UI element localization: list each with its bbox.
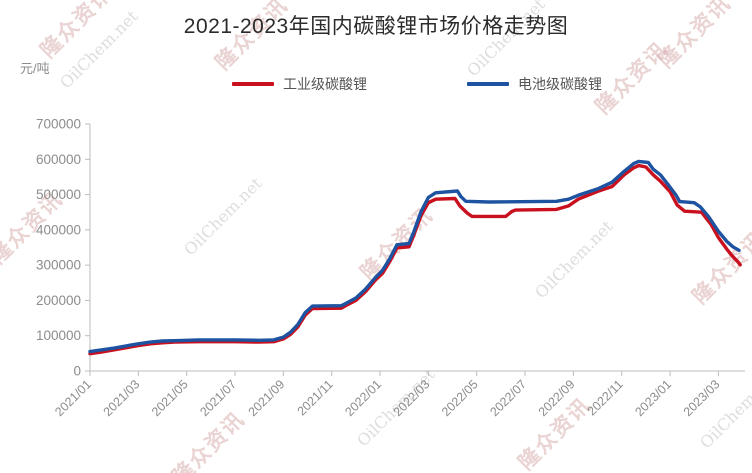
battery-series-line <box>88 159 741 354</box>
y-tick-label: 100000 <box>36 328 81 343</box>
industrial-line-swatch-icon <box>232 82 274 86</box>
y-tick-label: 500000 <box>36 187 81 202</box>
industrial-series-line <box>88 163 742 356</box>
y-tick-label: 0 <box>73 364 81 379</box>
legend-item-battery[interactable]: 电池级碳酸锂 <box>467 74 602 94</box>
x-tick-label: 2022/05 <box>439 377 481 419</box>
x-tick-label: 2022/01 <box>342 377 384 419</box>
chart-title: 2021-2023年国内碳酸锂市场价格走势图 <box>183 15 569 38</box>
y-tick-label: 300000 <box>36 258 81 273</box>
x-tick-label: 2023/03 <box>681 377 723 419</box>
x-tick-label: 2021/09 <box>246 377 288 419</box>
y-tick-label: 400000 <box>36 222 81 237</box>
x-tick-label: 2021/05 <box>149 377 191 419</box>
x-tick-label: 2022/09 <box>536 377 578 419</box>
y-tick-label: 200000 <box>36 293 81 308</box>
y-axis-unit-label: 元/吨 <box>20 61 50 76</box>
legend-item-industrial[interactable]: 工业级碳酸锂 <box>232 74 367 94</box>
chart-legend: 工业级碳酸锂 电池级碳酸锂 <box>232 74 602 94</box>
legend-label-industrial: 工业级碳酸锂 <box>283 76 367 92</box>
x-tick-label: 2021/07 <box>197 377 239 419</box>
x-tick-label: 2022/11 <box>585 377 626 418</box>
x-tick-label: 2021/01 <box>52 377 94 419</box>
x-tick-label: 2022/07 <box>487 377 529 419</box>
x-tick-label: 2021/03 <box>101 377 143 419</box>
y-tick-label: 600000 <box>36 152 81 167</box>
x-tick-label: 2021/11 <box>295 377 336 418</box>
x-tick-label: 2022/03 <box>391 377 433 419</box>
y-tick-label: 700000 <box>36 117 81 132</box>
x-tick-label: 2023/01 <box>632 377 674 419</box>
legend-label-battery: 电池级碳酸锂 <box>518 76 602 92</box>
battery-line-swatch-icon <box>467 82 509 86</box>
